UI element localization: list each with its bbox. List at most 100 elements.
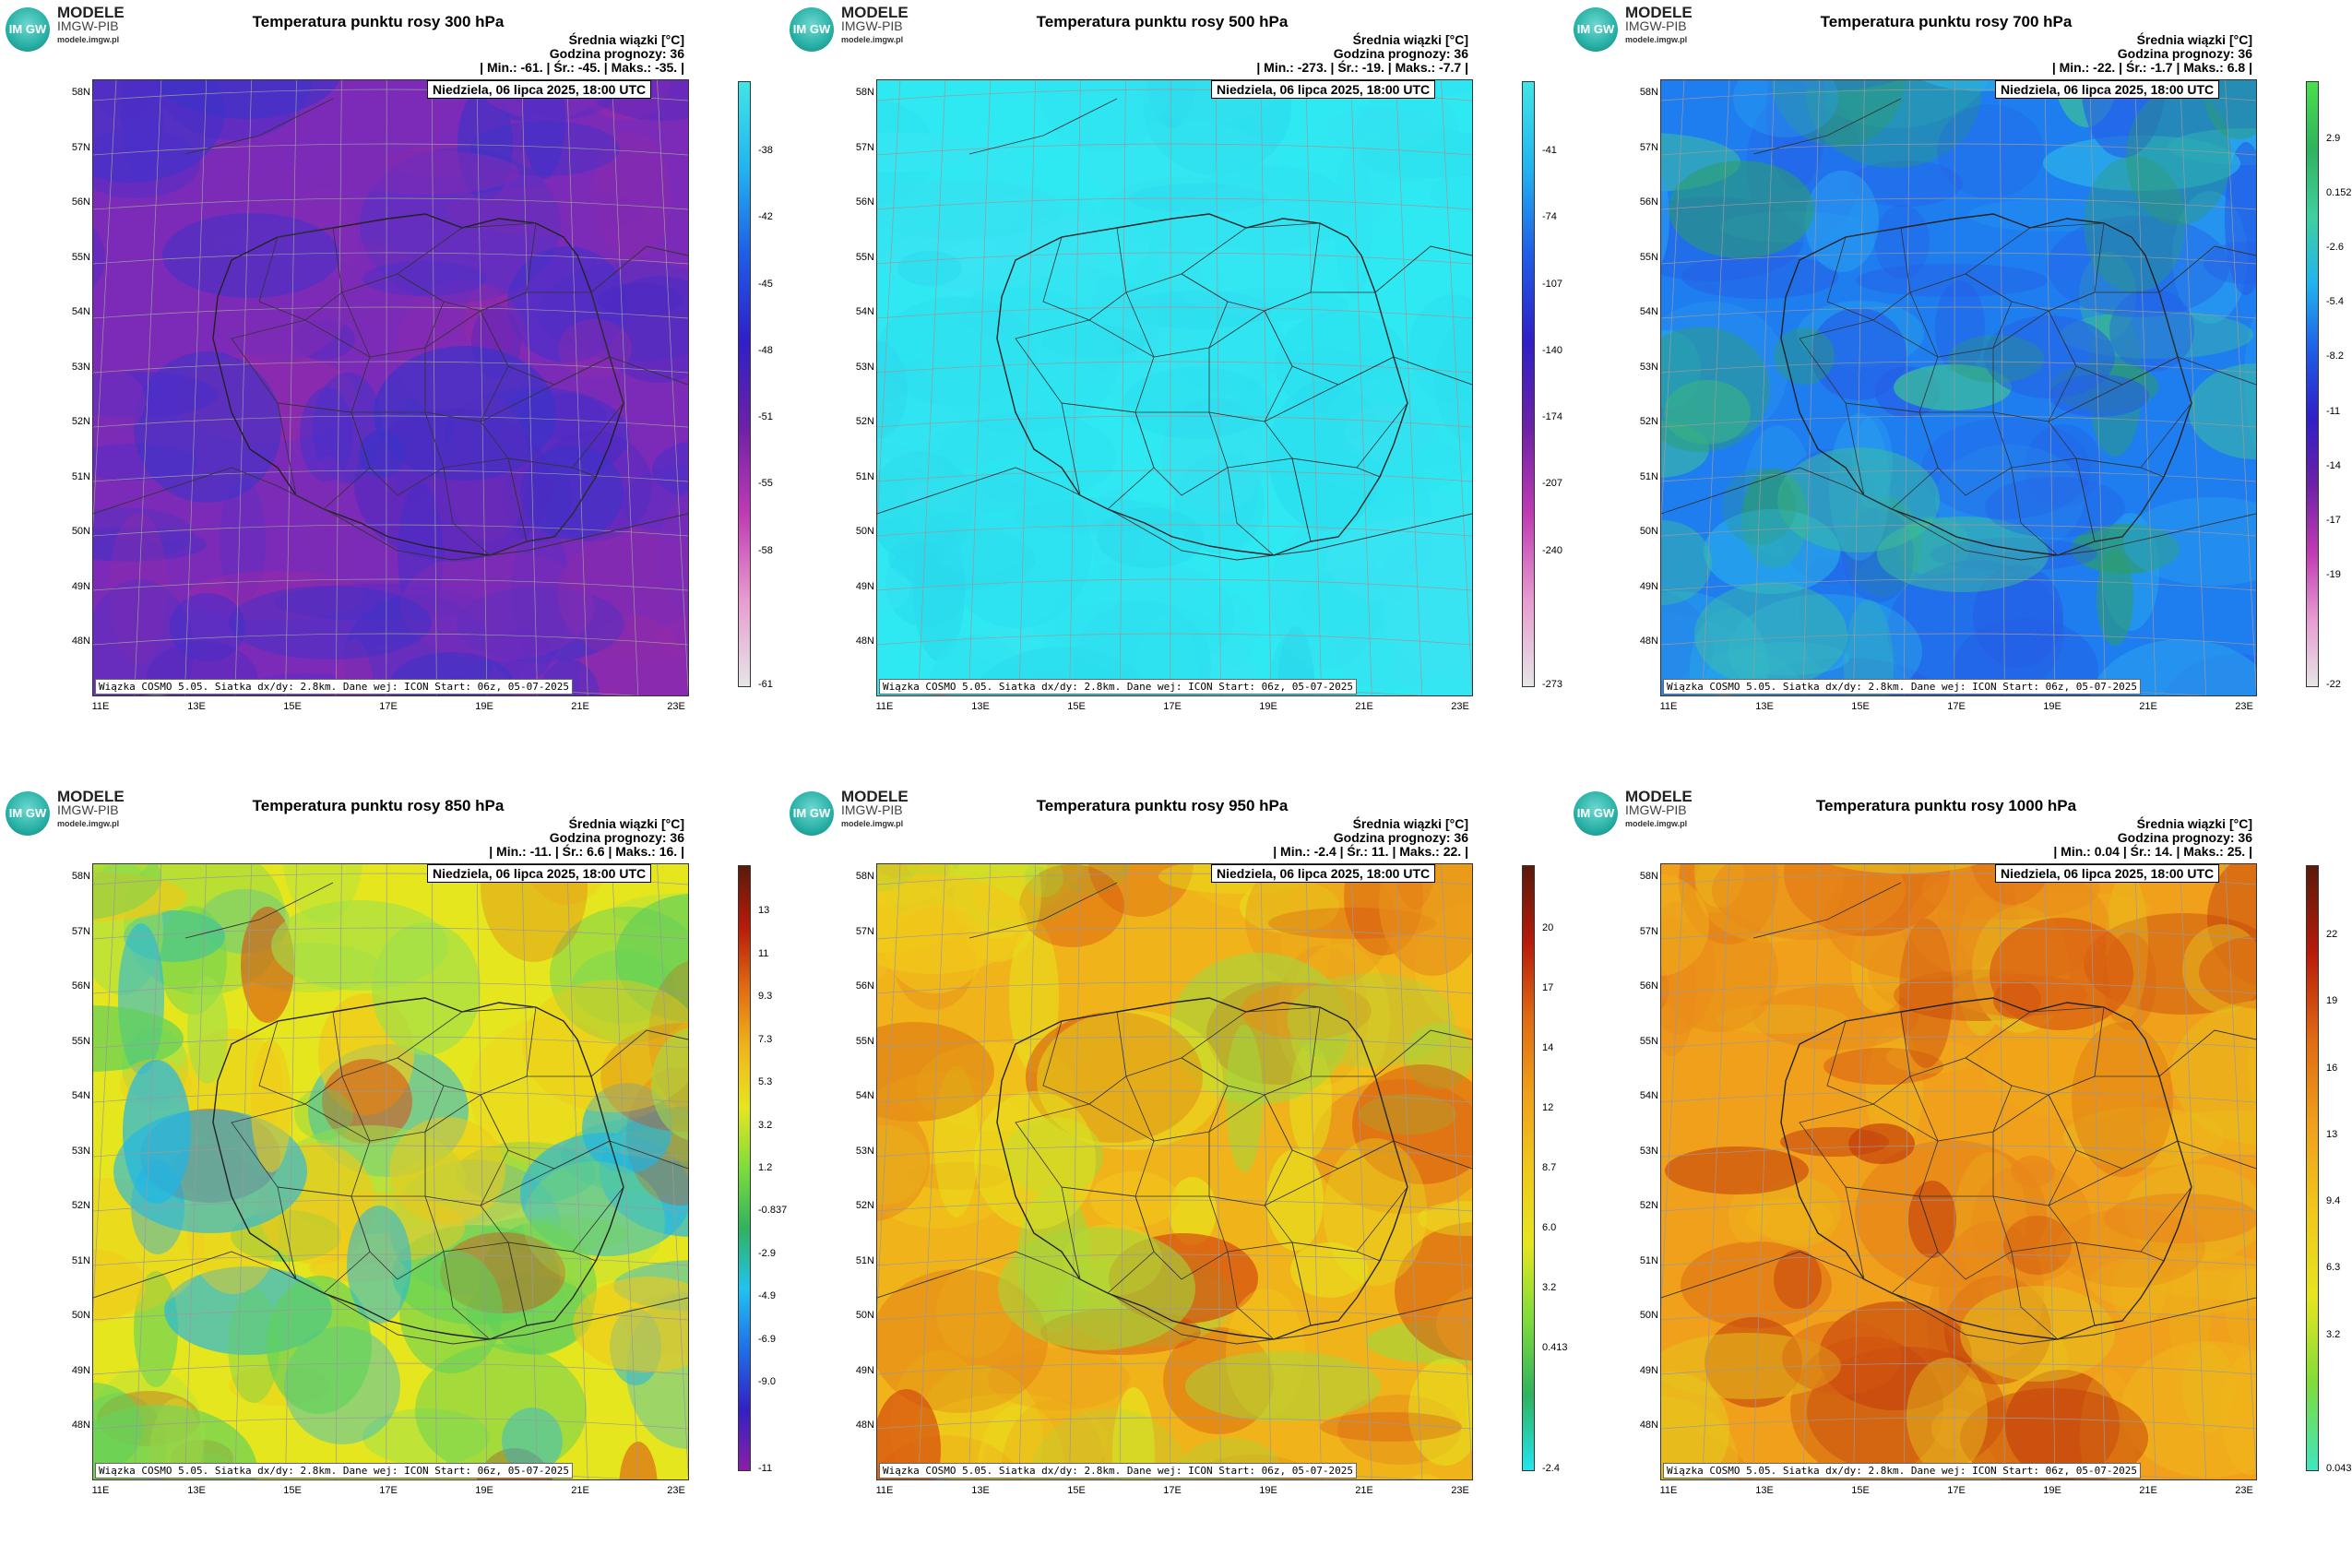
voivodeship-border: [1992, 1094, 2077, 1206]
field-blob: [1134, 614, 1199, 695]
logo-text: MODELE IMGW-PIB modele.imgw.pl: [1625, 5, 1693, 47]
field-blob: [2003, 1216, 2072, 1275]
field-blob: [1844, 600, 1894, 695]
field-blob: [1908, 1181, 1956, 1258]
latitude-label: 54N: [1639, 1090, 1658, 1101]
forecast-date: Niedziela, 06 lipca 2025, 18:00 UTC: [1995, 80, 2220, 99]
model-footer: Wiązka COSMO 5.05. Siatka dx/dy: 2.8km. …: [95, 1463, 573, 1479]
longitude-gridline: [612, 864, 639, 1479]
longitude-gridline: [1441, 80, 1472, 695]
field-blob: [1971, 1163, 2091, 1283]
colorbar-tick-label: 22: [2326, 929, 2338, 941]
country-border: [968, 98, 1118, 155]
latitude-label: 54N: [1639, 306, 1658, 317]
logo-line-2: IMGW-PIB: [57, 802, 119, 817]
colorbar-tick-label: -0.837: [758, 1205, 788, 1217]
panel-title: Temperatura punktu rosy 300 hPa: [252, 13, 505, 30]
longitude-gridline: [2225, 80, 2256, 695]
latitude-label: 55N: [71, 1035, 90, 1047]
field-blob: [93, 579, 194, 695]
logo-line-1: MODELE: [1625, 788, 1693, 805]
longitude-label: 17E: [379, 701, 398, 712]
field-blob: [1874, 205, 1930, 279]
longitude-gridline: [1702, 80, 1730, 695]
field-blob: [1661, 1396, 1739, 1479]
country-border: [184, 882, 334, 939]
field-blob: [877, 874, 1028, 974]
latitude-gridline: [1661, 252, 2256, 265]
field-blob: [998, 1227, 1195, 1350]
colorbar-tick-label: 20: [1542, 922, 1554, 933]
latitude-label: 56N: [71, 196, 90, 208]
field-blob: [1935, 445, 2085, 553]
latitude-label: 52N: [1639, 1200, 1658, 1211]
field-blob: [2104, 1194, 2256, 1243]
latitude-label: 48N: [71, 636, 90, 647]
logo-text: MODELE IMGW-PIB modele.imgw.pl: [57, 5, 125, 47]
voivodeship-border: [1799, 1103, 1939, 1197]
logo-text: MODELE IMGW-PIB modele.imgw.pl: [1625, 788, 1693, 831]
forecast-panel: IM GW MODELE IMGW-PIB modele.imgw.pl Tempera…: [1568, 0, 2352, 784]
colorbar-tick-label: -38: [758, 145, 773, 157]
latitude-gridline: [1661, 633, 2256, 646]
field-blob: [1185, 1351, 1381, 1421]
longitude-label: 21E: [1355, 701, 1373, 712]
latitude-gridline: [93, 197, 688, 210]
field-blob: [2189, 363, 2256, 459]
longitude-gridline: [1069, 80, 1081, 695]
longitude-gridline: [476, 864, 488, 1479]
longitude-gridline: [134, 80, 162, 695]
field-blob: [1169, 1177, 1217, 1245]
field-blob: [1661, 874, 1709, 976]
field-blob: [523, 1161, 665, 1283]
latitude-gridline: [93, 361, 688, 374]
voivodeship-border: [277, 402, 371, 510]
field-blob: [1009, 921, 1059, 1072]
field-blob: [2226, 1264, 2256, 1360]
longitude-gridline: [2044, 80, 2056, 695]
field-blob: [2072, 1022, 2173, 1177]
field-blob: [1728, 594, 1922, 695]
country-border: [1661, 467, 2256, 561]
panel-info: Średnia wiązki [°C] Godzina prognozy: 36 |…: [480, 33, 684, 75]
field-blob: [1090, 1171, 1179, 1227]
longitude-gridline: [93, 80, 117, 529]
latitude-gridline: [1661, 361, 2256, 374]
latitude-label: 53N: [1639, 1145, 1658, 1157]
latitude-label: 49N: [71, 1364, 90, 1376]
field-blob: [1430, 173, 1472, 212]
longitude-gridline: [1802, 80, 1820, 695]
field-blob: [877, 341, 908, 439]
colorbar-tick-label: -5.4: [2326, 296, 2344, 308]
field-blob: [93, 1005, 184, 1072]
voivodeship-border: [424, 310, 509, 422]
voivodeship-border: [350, 411, 445, 496]
country-border: [2158, 245, 2256, 293]
longitude-label: 23E: [2235, 701, 2253, 712]
field-blob: [877, 442, 929, 521]
longitude-gridline: [476, 80, 488, 695]
field-blob: [1356, 86, 1459, 182]
country-border: [1752, 882, 1902, 939]
field-blob: [1320, 1412, 1462, 1442]
latitude-label: 56N: [1639, 980, 1658, 992]
field-blob: [2084, 156, 2185, 292]
voivodeship-border: [443, 457, 528, 556]
field-blob: [1661, 901, 1716, 1034]
latitude-gridline: [1661, 197, 2256, 210]
latitude-gridline: [1661, 1253, 2256, 1266]
latitude-label: 54N: [855, 1090, 874, 1101]
field-blob: [1728, 642, 1849, 675]
voivodeship-border: [1134, 411, 1229, 496]
voivodeship-border: [1826, 227, 1911, 321]
latitude-label: 49N: [1639, 580, 1658, 592]
longitude-gridline: [1999, 80, 2005, 695]
panel-title: Temperatura punktu rosy 950 hPa: [1036, 797, 1289, 814]
voivodeship-border: [277, 1186, 371, 1294]
longitude-gridline: [1396, 80, 1423, 695]
longitude-label: 15E: [1851, 1485, 1870, 1496]
country-border: [1661, 1251, 2256, 1345]
field-blob: [988, 1348, 1130, 1410]
info-mean: Średnia wiązki [°C]: [2136, 32, 2252, 47]
